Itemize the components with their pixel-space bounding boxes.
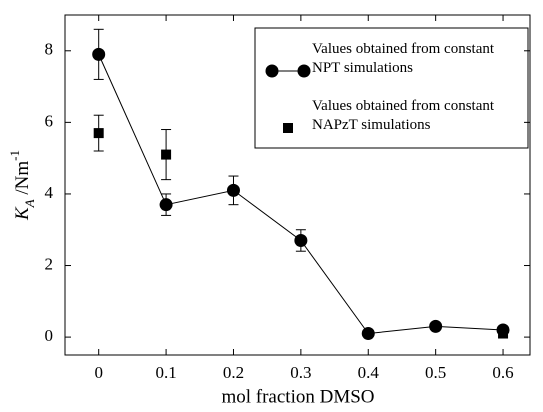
point bbox=[161, 149, 172, 160]
y-label-exponent: -1 bbox=[7, 150, 22, 161]
x-tick-label: 0.5 bbox=[425, 363, 446, 382]
plot-frame bbox=[64, 14, 531, 356]
y-tick-label: 8 bbox=[45, 40, 54, 59]
legend-label: Values obtained from constant NPT simula… bbox=[312, 41, 495, 76]
x-axis-label: mol fraction DMSO bbox=[221, 386, 374, 407]
y-axis-label: KA /Nm-1 bbox=[7, 150, 37, 221]
y-tick-label: 0 bbox=[45, 326, 54, 345]
legend-label: Values obtained from constant NAPzT simu… bbox=[312, 98, 495, 133]
legend-box bbox=[254, 27, 529, 149]
point bbox=[226, 183, 240, 197]
legend-marker bbox=[283, 123, 293, 133]
x-tick-label: 0.3 bbox=[290, 363, 311, 382]
point bbox=[92, 47, 106, 61]
legend-entry: Values obtained from constant NPT simula… bbox=[312, 41, 495, 76]
y-tick-label: 6 bbox=[45, 111, 54, 130]
point bbox=[429, 319, 443, 333]
x-tick-label: 0.1 bbox=[155, 363, 176, 382]
y-label-subscript: A bbox=[22, 199, 37, 208]
x-tick-label: 0.6 bbox=[492, 363, 513, 382]
legend-entry: Values obtained from constant NAPzT simu… bbox=[312, 98, 495, 133]
y-tick-label: 2 bbox=[45, 254, 54, 273]
y-tick-label: 4 bbox=[45, 183, 54, 202]
point bbox=[93, 128, 104, 139]
legend-marker bbox=[265, 64, 279, 78]
y-label-symbol: K bbox=[12, 206, 33, 221]
y-label-unit: /Nm bbox=[12, 161, 33, 200]
legend-marker bbox=[297, 64, 311, 78]
x-tick-label: 0.2 bbox=[223, 363, 244, 382]
point bbox=[294, 233, 308, 247]
point bbox=[159, 198, 173, 212]
x-tick-label: 0 bbox=[94, 363, 103, 382]
point bbox=[498, 328, 509, 339]
point bbox=[361, 327, 375, 341]
x-tick-label: 0.4 bbox=[358, 363, 380, 382]
